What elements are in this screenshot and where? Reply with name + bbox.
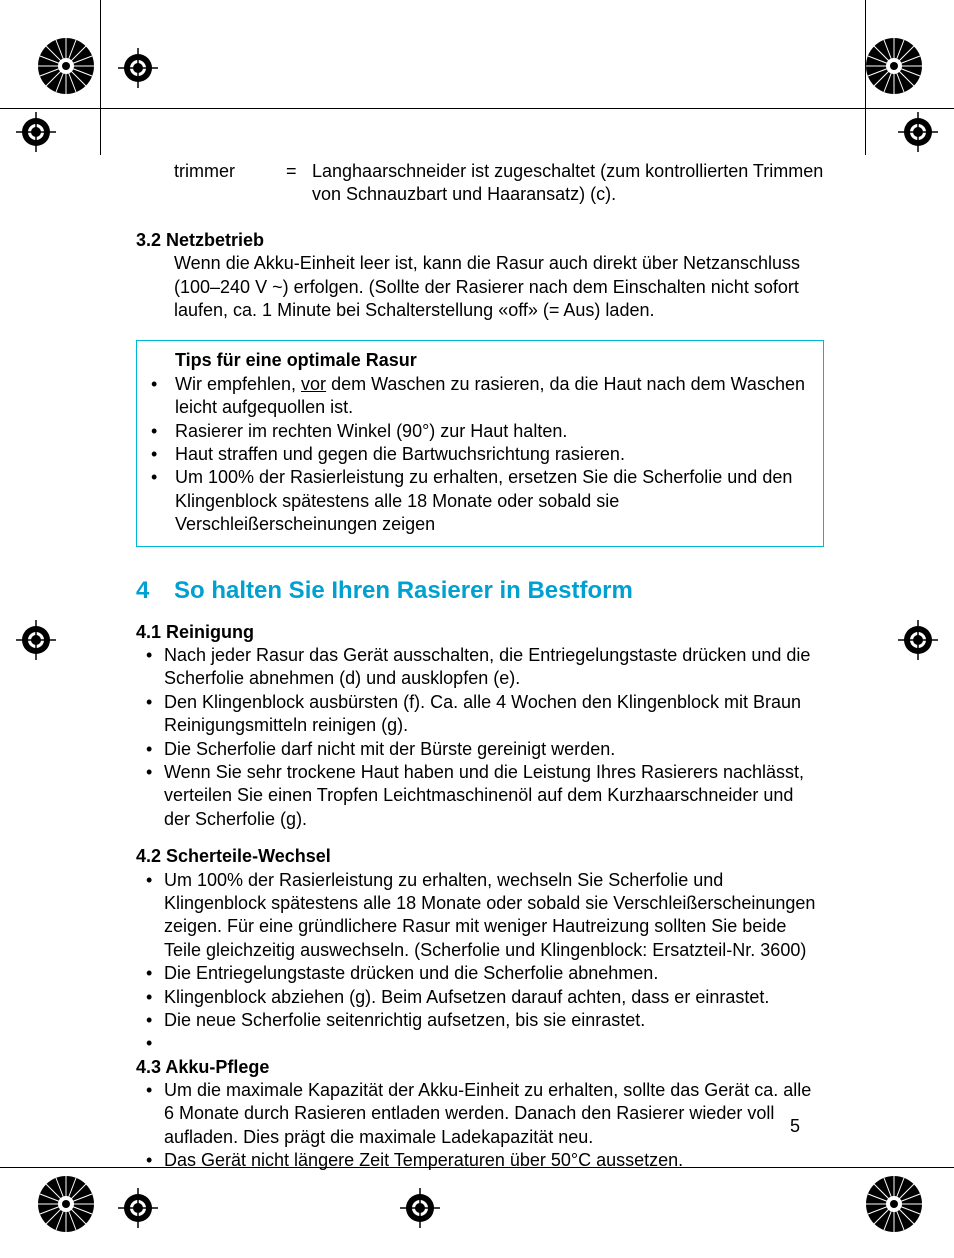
registration-mark-icon [898,620,938,660]
bullet-icon: • [147,466,175,536]
bullet-icon: • [136,691,164,738]
heading-text: So halten Sie Ihren Rasierer in Bestform [174,575,633,606]
list-item-text [164,1032,824,1055]
list-item-text: Den Klingenblock ausbürsten (f). Ca. all… [164,691,824,738]
section-body-3-2: Wenn die Akku-Einheit leer ist, kann die… [136,252,824,322]
bullet-icon: • [136,761,164,831]
section-list-4-3: •Um die maximale Kapazität der Akku-Einh… [136,1079,824,1173]
tips-item: •Rasierer im rechten Winkel (90°) zur Ha… [147,420,813,443]
list-item: •Um 100% der Rasierleistung zu erhalten,… [136,869,824,963]
list-item-text: Die neue Scherfolie seitenrichtig aufset… [164,1009,824,1032]
bullet-icon: • [136,986,164,1009]
tips-item: •Um 100% der Rasierleistung zu erhalten,… [147,466,813,536]
list-item: •Klingenblock abziehen (g). Beim Aufsetz… [136,986,824,1009]
list-item: •Die neue Scherfolie seitenrichtig aufse… [136,1009,824,1032]
tips-item-text: Wir empfehlen, vor dem Waschen zu rasier… [175,373,813,420]
tips-item-text: Um 100% der Rasierleistung zu erhalten, … [175,466,813,536]
tips-item: •Haut straffen und gegen die Bartwuchsri… [147,443,813,466]
list-item: •Wenn Sie sehr trockene Haut haben und d… [136,761,824,831]
page-number: 5 [790,1115,800,1138]
section-title-4-3: 4.3 Akku-Pflege [136,1056,824,1079]
bullet-icon: • [147,373,175,420]
sunburst-icon [864,1174,924,1234]
registration-mark-icon [16,620,56,660]
crop-line-top [0,108,954,109]
list-item: • [136,1032,824,1055]
registration-mark-icon [16,112,56,152]
registration-mark-icon [118,1188,158,1228]
registration-mark-icon [400,1188,440,1228]
list-item-text: Das Gerät nicht längere Zeit Temperature… [164,1149,824,1172]
section-title-4-2: 4.2 Scherteile-Wechsel [136,845,824,868]
definition-row: trimmer = Langhaarschneider ist zugescha… [136,160,824,207]
bullet-icon: • [136,869,164,963]
bullet-icon: • [136,962,164,985]
underlined-text: vor [301,374,326,394]
list-item: •Den Klingenblock ausbürsten (f). Ca. al… [136,691,824,738]
list-item-text: Um 100% der Rasierleistung zu erhalten, … [164,869,824,963]
registration-mark-icon [118,48,158,88]
list-item: •Die Scherfolie darf nicht mit der Bürst… [136,738,824,761]
bullet-icon: • [147,443,175,466]
tips-item: •Wir empfehlen, vor dem Waschen zu rasie… [147,373,813,420]
section-title-4-1: 4.1 Reinigung [136,621,824,644]
sunburst-icon [36,36,96,96]
tips-box: Tips für eine optimale Rasur •Wir empfeh… [136,340,824,547]
tips-title: Tips für eine optimale Rasur [147,349,813,372]
bullet-icon: • [136,1009,164,1032]
heading-number: 4 [136,575,174,606]
section-list-4-1: •Nach jeder Rasur das Gerät ausschalten,… [136,644,824,831]
section-list-4-2: •Um 100% der Rasierleistung zu erhalten,… [136,869,824,1056]
tips-item-text: Rasierer im rechten Winkel (90°) zur Hau… [175,420,813,443]
registration-mark-icon [898,112,938,152]
list-item-text: Nach jeder Rasur das Gerät ausschalten, … [164,644,824,691]
definition-label: trimmer [136,160,286,207]
heading-4: 4 So halten Sie Ihren Rasierer in Bestfo… [136,575,824,606]
bullet-icon: • [136,1079,164,1149]
list-item: •Das Gerät nicht längere Zeit Temperatur… [136,1149,824,1172]
sunburst-icon [864,36,924,96]
bullet-icon: • [136,644,164,691]
list-item: •Die Entriegelungstaste drücken und die … [136,962,824,985]
sunburst-icon [36,1174,96,1234]
tips-item-text: Haut straffen und gegen die Bartwuchsric… [175,443,813,466]
list-item: •Um die maximale Kapazität der Akku-Einh… [136,1079,824,1149]
crop-line-left2 [100,0,101,135]
tips-list: •Wir empfehlen, vor dem Waschen zu rasie… [147,373,813,537]
bullet-icon: • [147,420,175,443]
list-item-text: Wenn Sie sehr trockene Haut haben und di… [164,761,824,831]
definition-text: Langhaarschneider ist zugeschaltet (zum … [312,160,824,207]
list-item-text: Die Entriegelungstaste drücken und die S… [164,962,824,985]
list-item-text: Um die maximale Kapazität der Akku-Einhe… [164,1079,824,1149]
section-title-3-2: 3.2 Netzbetrieb [136,229,824,252]
list-item-text: Klingenblock abziehen (g). Beim Aufsetze… [164,986,824,1009]
bullet-icon: • [136,1149,164,1172]
bullet-icon: • [136,1032,164,1055]
list-item-text: Die Scherfolie darf nicht mit der Bürste… [164,738,824,761]
bullet-icon: • [136,738,164,761]
list-item: •Nach jeder Rasur das Gerät ausschalten,… [136,644,824,691]
equals-sign: = [286,160,312,207]
page-content: trimmer = Langhaarschneider ist zugescha… [136,160,824,1173]
